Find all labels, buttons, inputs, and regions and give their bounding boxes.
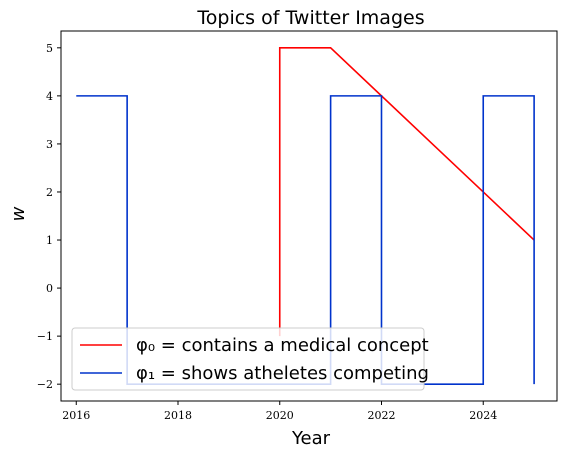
- y-tick-label: 2: [46, 186, 53, 199]
- x-tick-label: 2024: [469, 409, 497, 422]
- y-tick-label: −2: [37, 378, 53, 391]
- legend: φ₀ = contains a medical concept φ₁ = show…: [71, 327, 429, 391]
- plot-frame: [60, 30, 558, 402]
- x-tick-label: 2016: [62, 409, 90, 422]
- x-tick-label: 2022: [367, 409, 395, 422]
- x-tick-label: 2020: [266, 409, 294, 422]
- legend-label: φ₀ = contains a medical concept: [136, 335, 429, 356]
- x-axis-label: Year: [291, 428, 331, 449]
- y-axis: −2 −1 0 1 2 3 4 5: [37, 42, 61, 391]
- y-tick-label: 0: [46, 282, 53, 295]
- y-axis-label: w: [8, 206, 29, 221]
- y-tick-label: −1: [37, 330, 53, 343]
- legend-label: φ₁ = shows atheletes competing: [136, 363, 429, 384]
- x-tick-label: 2018: [164, 409, 192, 422]
- legend-box: [71, 327, 425, 391]
- series-line-1: [76, 95, 535, 385]
- y-tick-label: 3: [46, 138, 53, 151]
- y-tick-label: 4: [46, 90, 53, 103]
- x-axis: 2016 2018 2020 2022 2024: [62, 401, 497, 422]
- y-tick-label: 1: [46, 234, 53, 247]
- series-line-0: [278, 47, 535, 337]
- chart-title: Topics of Twitter Images: [196, 7, 424, 29]
- plot-lines: [76, 47, 535, 385]
- y-tick-label: 5: [46, 42, 53, 55]
